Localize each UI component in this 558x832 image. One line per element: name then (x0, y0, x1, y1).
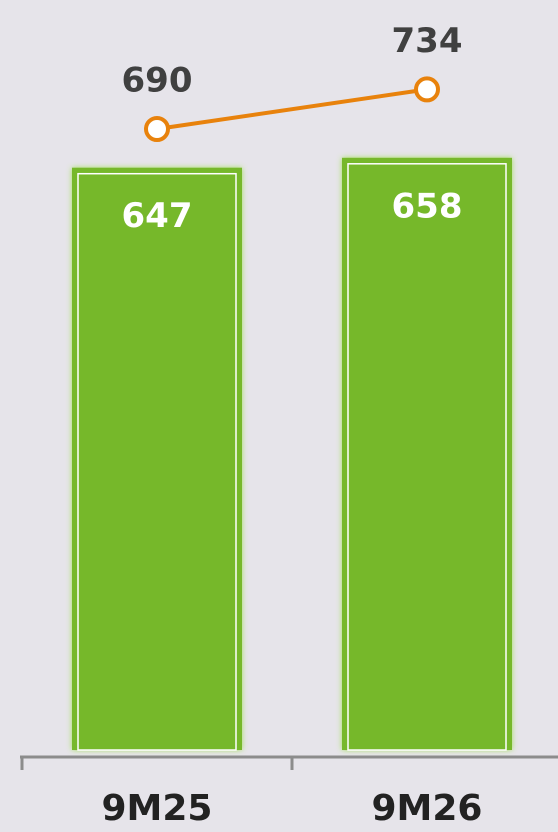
line-value-label: 690 (122, 61, 193, 101)
bar-inner-border (77, 172, 237, 751)
bar (342, 157, 512, 751)
line-marker (414, 76, 440, 103)
bar (72, 167, 242, 750)
x-tick-label: 9M25 (102, 788, 213, 829)
line-value-label: 734 (392, 21, 463, 61)
bar-value-label: 647 (122, 196, 193, 236)
line-marker (144, 116, 170, 142)
bar-inner-border (347, 163, 507, 751)
line (156, 87, 428, 131)
bar-value-label: 658 (392, 186, 463, 226)
x-tick-label: 9M26 (372, 788, 483, 829)
